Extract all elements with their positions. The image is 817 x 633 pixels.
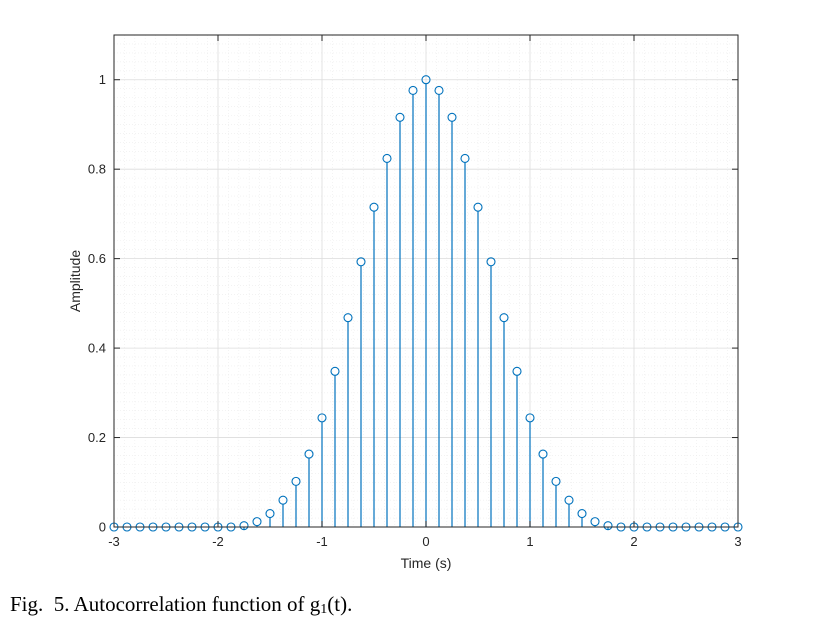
- stem-marker: [590, 517, 600, 527]
- y-tick-label: 0.4: [88, 341, 106, 356]
- stem-marker: [330, 366, 340, 376]
- stem-marker: [447, 112, 457, 122]
- stem-marker: [538, 449, 548, 459]
- y-tick-label: 1: [99, 72, 106, 87]
- stem-chart: -3 -2 -1 0 1 2 3 0 0.2 0.4 0.6 0.8 1 Time (s) Amplit…: [67, 34, 743, 571]
- axis-ticks: -3 -2 -1 0 1 2 3 0 0.2 0.4 0.6 0.8 1: [88, 35, 742, 549]
- x-axis-label: Time (s): [401, 555, 452, 571]
- x-tick-label: -1: [316, 534, 328, 549]
- stem-marker: [577, 509, 587, 519]
- figure-caption: Fig. 5. Autocorrelation function of g1(t…: [10, 592, 352, 617]
- stem-marker: [317, 413, 327, 423]
- y-tick-label: 0.8: [88, 162, 106, 177]
- y-axis-label: Amplitude: [67, 250, 83, 312]
- caption-subscript: 1: [320, 602, 328, 617]
- caption-suffix: (t).: [327, 592, 353, 616]
- stem-marker: [265, 509, 275, 519]
- x-tick-label: 1: [526, 534, 533, 549]
- stem-marker: [395, 112, 405, 122]
- y-tick-label: 0: [99, 520, 106, 535]
- y-tick-label: 0.2: [88, 430, 106, 445]
- stem-marker: [434, 85, 444, 96]
- stem-marker: [486, 257, 496, 267]
- stem-marker: [551, 476, 561, 486]
- stem-marker: [343, 313, 353, 323]
- x-tick-label: 2: [630, 534, 637, 549]
- x-tick-label: -2: [212, 534, 224, 549]
- stem-marker: [473, 202, 483, 212]
- stem-marker: [603, 521, 613, 531]
- caption-prefix: Fig. 5. Autocorrelation function of g: [10, 592, 321, 616]
- stem-marker: [369, 202, 379, 212]
- x-tick-label: -3: [108, 534, 120, 549]
- stem-marker: [291, 476, 301, 486]
- stem-marker: [512, 366, 522, 376]
- x-tick-label: 3: [734, 534, 741, 549]
- stem-marker: [278, 495, 288, 505]
- stem-marker: [525, 413, 535, 423]
- stem-marker: [304, 449, 314, 459]
- stem-marker: [564, 495, 574, 505]
- stem-marker: [382, 153, 392, 163]
- stem-marker: [460, 153, 470, 163]
- stem-marker: [356, 257, 366, 267]
- stem-marker: [421, 75, 431, 85]
- stem-marker: [408, 85, 418, 96]
- y-tick-label: 0.6: [88, 251, 106, 266]
- x-tick-label: 0: [422, 534, 429, 549]
- stem-marker: [252, 517, 262, 527]
- stem-marker: [239, 521, 249, 531]
- stem-marker: [499, 313, 509, 323]
